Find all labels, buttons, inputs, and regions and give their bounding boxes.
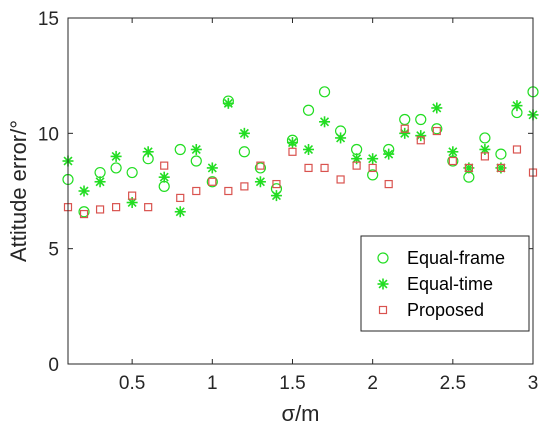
data-point (192, 186, 201, 196)
data-point (222, 97, 234, 109)
data-point (206, 162, 218, 174)
x-tick-label: 1.5 (279, 373, 305, 394)
data-points (62, 86, 539, 219)
data-point (496, 163, 506, 173)
data-point (464, 163, 473, 173)
y-axis-title: Attitude error/° (6, 120, 31, 262)
y-tick-label: 5 (48, 240, 59, 261)
data-point (174, 206, 186, 218)
data-point (78, 185, 90, 197)
data-point (126, 166, 138, 179)
data-point (480, 152, 489, 161)
data-point (238, 146, 250, 158)
data-point (431, 123, 443, 135)
y-tick-label: 15 (38, 9, 59, 30)
data-point (319, 116, 331, 128)
x-tick-label: 1 (207, 373, 218, 394)
x-axis-ticks: 0.5 1 1.5 2 2.5 3 (119, 18, 538, 394)
data-point (79, 209, 89, 219)
data-point (254, 162, 267, 174)
data-point (110, 162, 122, 174)
data-point (288, 147, 297, 156)
data-point (368, 163, 377, 173)
data-point (367, 153, 379, 165)
legend-label: Equal-time (407, 274, 493, 294)
data-point (431, 102, 443, 114)
data-point (416, 136, 425, 145)
series-proposed (63, 124, 538, 219)
data-point (511, 100, 523, 112)
data-point (240, 182, 249, 191)
data-point (447, 146, 459, 158)
data-point (479, 132, 491, 144)
data-point (78, 206, 90, 218)
data-point (415, 113, 427, 126)
data-point (383, 148, 395, 160)
legend-box (360, 235, 530, 332)
legend-label: Equal-frame (407, 248, 505, 268)
data-point (190, 155, 202, 167)
plot-frame (67, 17, 534, 365)
data-point (128, 191, 137, 200)
y-tick-label: 0 (48, 355, 59, 376)
data-point (286, 137, 298, 149)
data-point (415, 130, 427, 142)
data-point (399, 113, 411, 126)
data-point (495, 148, 507, 160)
data-point (318, 86, 331, 98)
data-point (302, 104, 315, 116)
data-point (400, 124, 409, 133)
data-point (238, 127, 250, 139)
data-point (367, 169, 379, 181)
data-point (112, 203, 121, 212)
data-point (272, 179, 281, 189)
data-point (254, 176, 266, 188)
data-point (95, 205, 105, 214)
data-point (224, 186, 233, 196)
data-point (512, 145, 522, 154)
x-tick-label: 2.5 (440, 373, 466, 394)
data-point (206, 176, 218, 188)
data-point (270, 190, 282, 202)
data-point (432, 126, 441, 136)
x-axis-title: σ/m (281, 401, 319, 426)
x-tick-label: 3 (528, 373, 539, 394)
data-point (304, 163, 313, 173)
data-point (142, 146, 154, 158)
legend-marker (377, 252, 389, 264)
x-tick-label: 0.5 (119, 373, 145, 394)
data-point (110, 150, 122, 162)
data-point (384, 179, 393, 189)
data-point (176, 193, 185, 203)
legend-label: Proposed (407, 300, 484, 320)
legend: Equal-frame Equal-time Proposed (360, 235, 530, 332)
data-point (160, 161, 169, 170)
data-point (320, 163, 329, 173)
data-point (94, 176, 106, 188)
y-tick-label: 10 (38, 124, 59, 145)
data-point (158, 171, 170, 183)
data-point (303, 143, 315, 155)
data-point (335, 132, 347, 144)
legend-marker (378, 305, 388, 315)
data-point (174, 143, 186, 156)
data-point (208, 177, 217, 186)
data-point (399, 127, 411, 139)
data-point (144, 203, 153, 212)
data-point (190, 143, 202, 155)
data-point (336, 175, 345, 184)
series-equal-time (62, 97, 539, 218)
data-point (352, 161, 361, 170)
legend-marker (377, 278, 389, 290)
data-point (448, 156, 457, 166)
x-tick-label: 2 (367, 373, 378, 394)
y-axis-ticks: 0 5 10 15 (38, 9, 533, 376)
data-point (256, 161, 265, 170)
